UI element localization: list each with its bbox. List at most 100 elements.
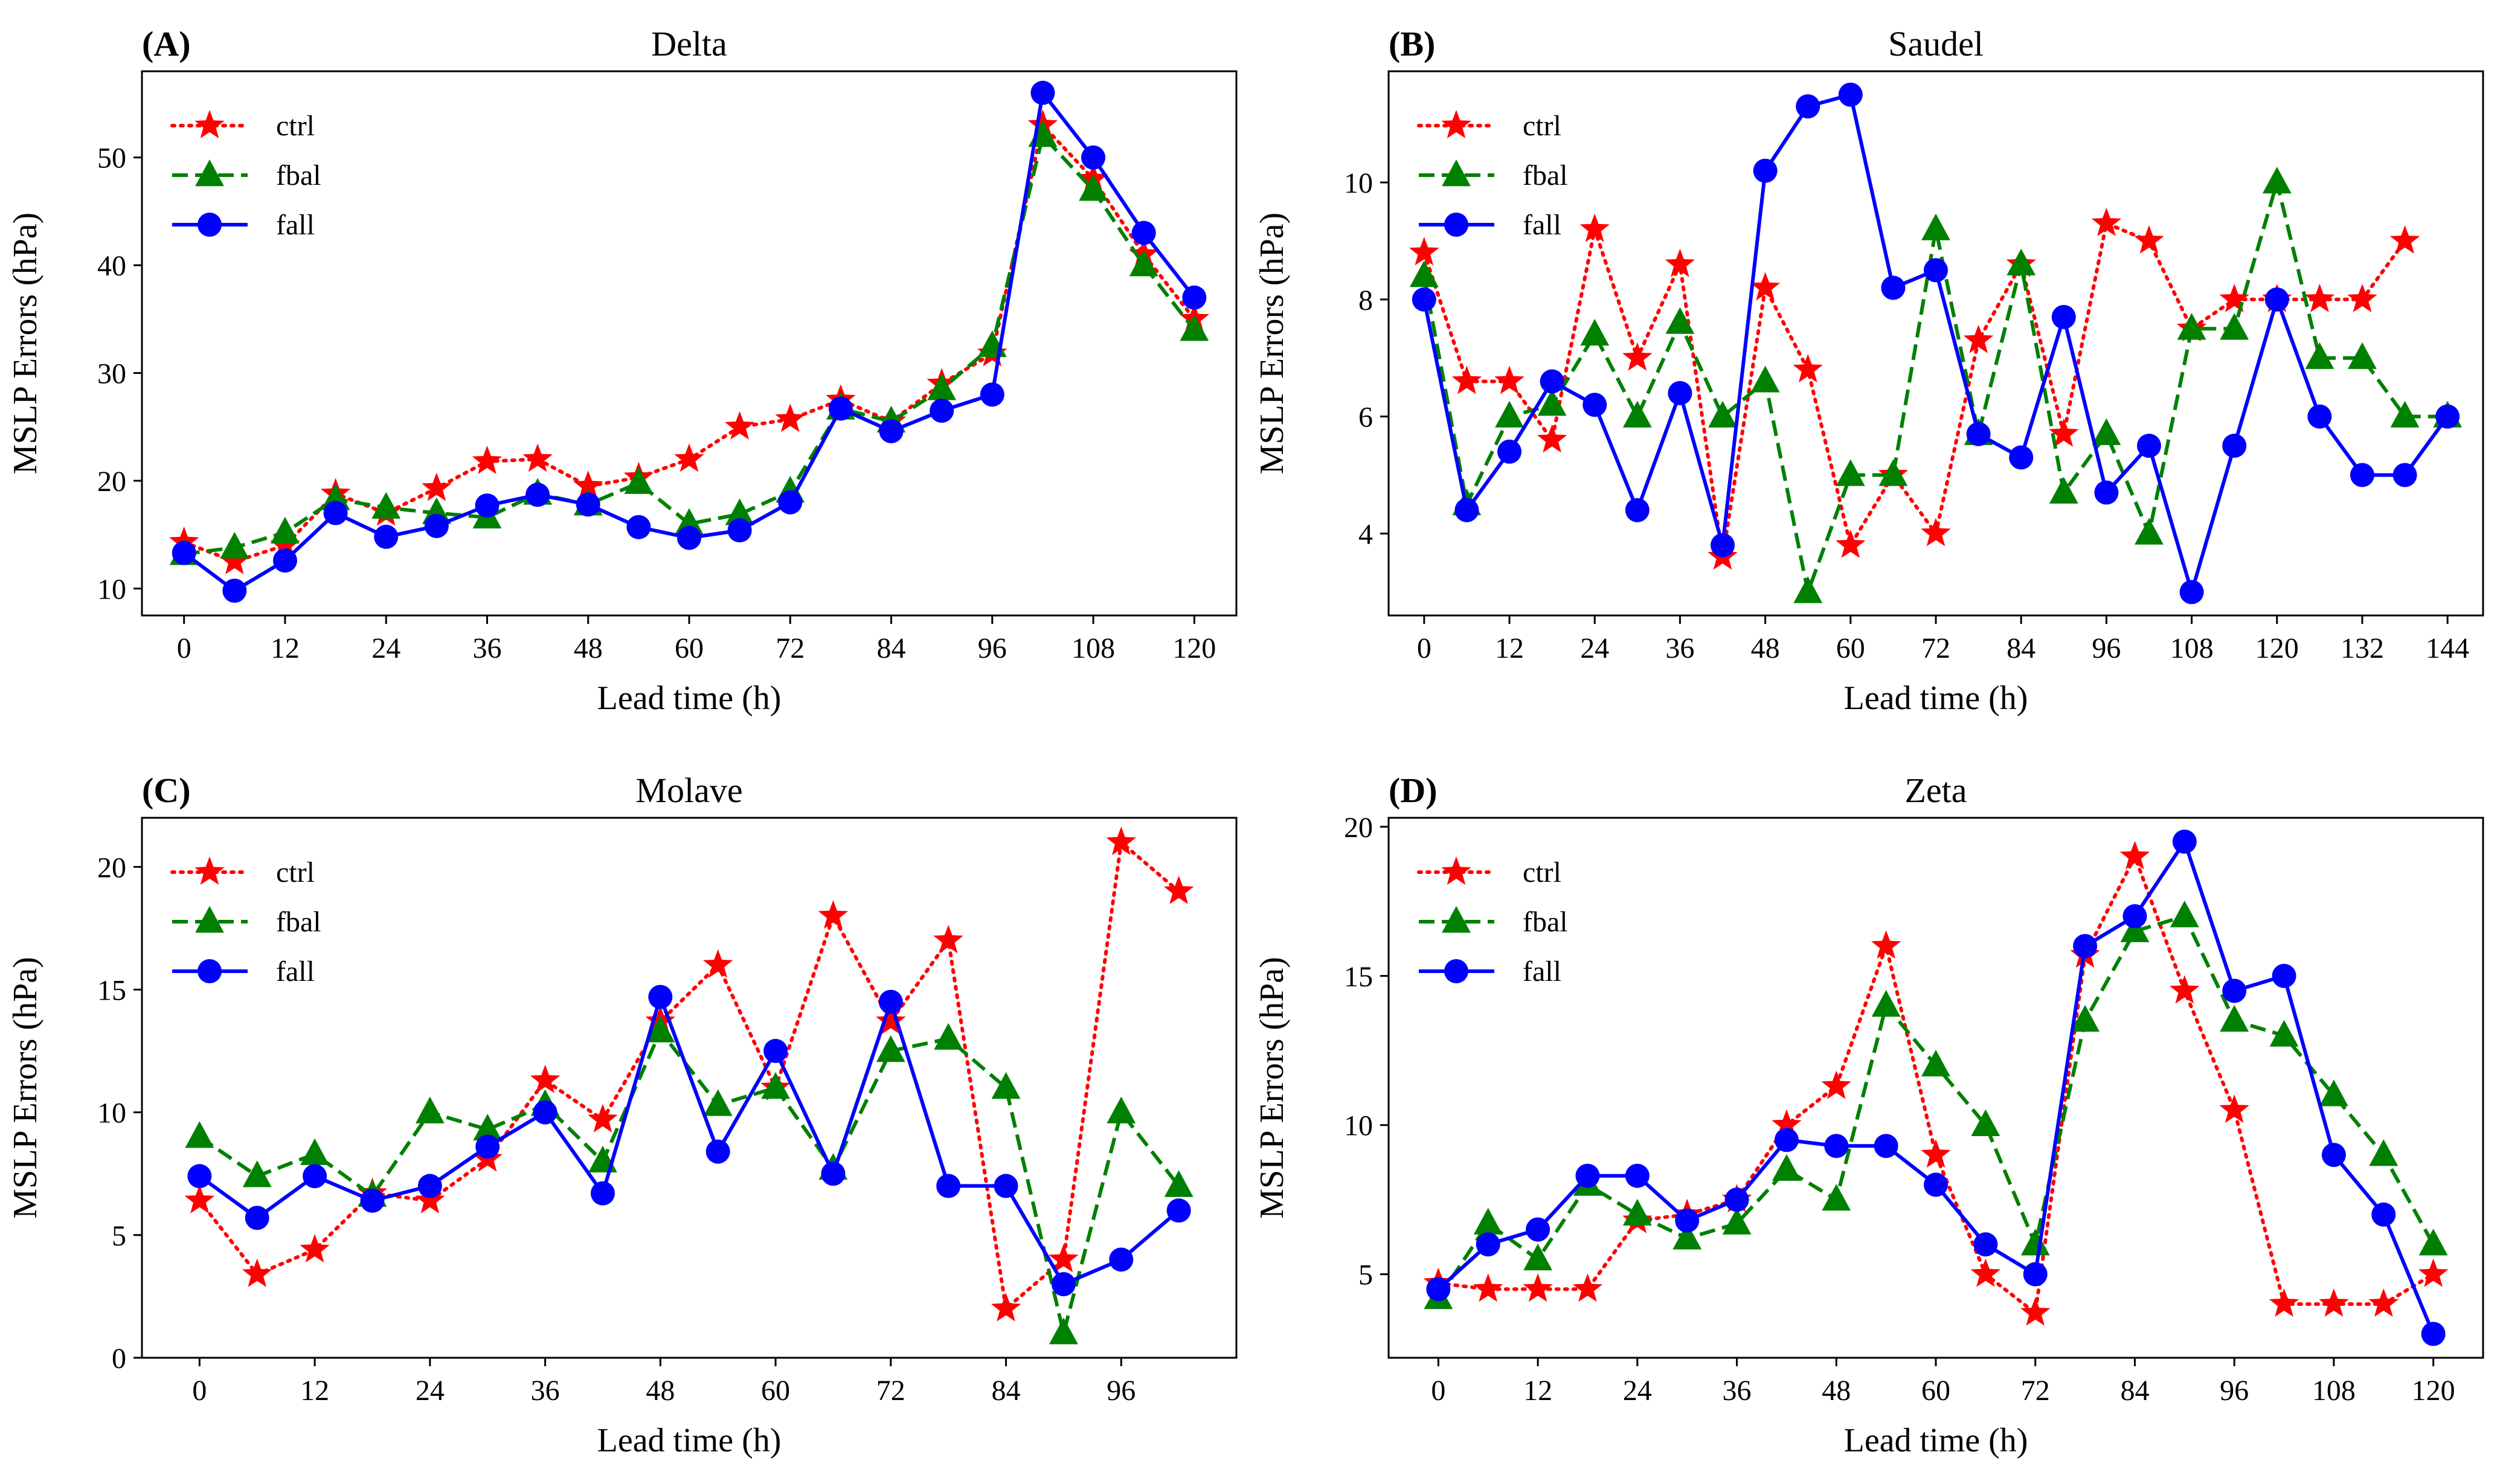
panel-d-legend-label-fbal: fbal	[1523, 906, 1568, 938]
panel-c-legend-marker-fall	[198, 959, 222, 983]
panel-c-y-tick-label: 10	[97, 1097, 126, 1129]
panel-c-ctrl-point	[415, 1184, 445, 1213]
panel-a-legend-marker-ctrl	[194, 110, 225, 138]
panel-d-ctrl-point	[2020, 1297, 2051, 1326]
panel-b-ctrl-point	[1921, 518, 1951, 547]
panel-d-fall-point	[2371, 1202, 2396, 1227]
panel-d-fall-point	[1426, 1277, 1451, 1302]
panel-d-fbal-point	[1523, 1244, 1553, 1271]
panel-b-fall-line	[1422, 92, 2449, 594]
panel-d-fbal-point	[2020, 1229, 2050, 1256]
panel-b-ctrl-point	[2304, 283, 2335, 312]
panel-c-ctrl-point	[933, 925, 963, 954]
panel-a-series-fbal	[169, 120, 1209, 565]
panel-b-x-tick-label: 144	[2426, 632, 2469, 664]
panel-d-ctrl-point	[2219, 1094, 2249, 1123]
panel-d-ctrl-point	[1523, 1273, 1553, 1302]
panel-d-ctrl-point	[1921, 1139, 1951, 1168]
panel-d-legend: ctrl fbal fall	[1417, 856, 1568, 988]
panel-d-title: Zeta	[1904, 771, 1967, 810]
panel-a-fbal-point	[624, 467, 654, 494]
panel-b-legend-marker-fbal	[1442, 159, 1471, 187]
panel-a-fall-point	[980, 382, 1004, 407]
panel-d-fbal-point	[2319, 1079, 2348, 1107]
panel-d-x-tick-label: 0	[1431, 1375, 1445, 1407]
panel-d-fbal-point	[2220, 1004, 2249, 1032]
panel-a-fall-point	[374, 524, 399, 549]
panel-b-ctrl-point	[1579, 213, 1610, 242]
panel-b-fall-point	[1668, 381, 1692, 405]
panel-d-legend-marker-fall	[1444, 959, 1468, 983]
panel-c-x-tick-label: 24	[416, 1375, 445, 1407]
panel-b-fbal-point	[1580, 318, 1610, 346]
panel-a-title: Delta	[651, 24, 727, 63]
panel-c-x-tick-label: 36	[531, 1375, 560, 1407]
panel-d-ctrl-point	[1772, 1109, 1802, 1138]
panel-b-legend-label-ctrl: ctrl	[1523, 110, 1561, 142]
panel-d-y-tick-label: 15	[1344, 961, 1373, 993]
panel-d-fall-point	[1575, 1163, 1600, 1188]
panel-d-x-tick-label: 108	[2312, 1375, 2356, 1407]
panel-b-ctrl-point	[1451, 365, 1482, 394]
panel-a-fall-point	[778, 490, 803, 515]
panel-d-ctrl-point	[1970, 1258, 2001, 1287]
panel-a-ctrl-point	[674, 443, 704, 472]
panel-a-fbal-point	[271, 516, 300, 544]
panel-d-fall-point	[1774, 1128, 1799, 1152]
panel-d-x-tick-label: 96	[2220, 1375, 2249, 1407]
panel-c-y-axis-label: MSLP Errors (hPa)	[7, 957, 44, 1218]
panel-a-fall-point	[930, 399, 954, 423]
panel-a: 0 12 24 36 48 60 72 84 96 108 120 10 20 30 40 50 Lead ti…	[7, 24, 1238, 717]
panel-c-fbal-point	[415, 1096, 445, 1123]
panel-d-x-tick-label: 60	[1921, 1375, 1950, 1407]
panel-c-fbal-point	[1049, 1317, 1078, 1344]
panel-a-fbal-line	[184, 134, 1196, 556]
panel-b-y-axis-label: MSLP Errors (hPa)	[1253, 213, 1291, 474]
panel-a-x-tick-label: 72	[776, 632, 805, 664]
panel-c-fall-point	[648, 985, 673, 1009]
panel-b-ctrl-point	[1750, 272, 1781, 301]
panel-c-fbal-point	[646, 1015, 675, 1042]
panel-d-x-tick-label: 48	[1822, 1375, 1851, 1407]
panel-b-fbal-point	[1409, 260, 1439, 287]
panel-b-fall-point	[1796, 94, 1820, 119]
panel-b-y-tick-label: 10	[1344, 167, 1373, 199]
panel-b-fall-point	[1753, 158, 1778, 183]
panel-c-fall-line	[198, 995, 1180, 1286]
panel-c-x-tick-label: 60	[761, 1375, 790, 1407]
panel-a-y-tick-label: 40	[97, 250, 126, 282]
panel-b-fall-point	[1966, 422, 1991, 446]
panel-a-fbal-point	[675, 508, 704, 535]
panel-a-legend-marker-fbal	[195, 159, 224, 187]
panel-c-ctrl-point	[242, 1258, 272, 1287]
panel-b-fall-point	[1582, 393, 1607, 417]
panel-b-fall-point	[1881, 275, 1906, 300]
panel-d-fbal-point	[1822, 1184, 1851, 1211]
panel-b-ctrl-point	[1836, 529, 1866, 558]
panel-a-legend: ctrl fbal fall	[170, 110, 321, 241]
panel-c-legend-label-ctrl: ctrl	[276, 856, 315, 888]
panel-b-fall-point	[1497, 439, 1522, 464]
panel-a-y-tick-label: 20	[97, 466, 126, 498]
panel-a-x-tick-label: 60	[675, 632, 704, 664]
panel-b-x-axis-label: Lead time (h)	[1844, 679, 2028, 717]
panel-b-legend-marker-fall	[1444, 213, 1468, 237]
panel-d-fbal-point	[2170, 900, 2199, 928]
panel-a-fall-point	[828, 396, 853, 421]
panel-b-x-tick-label: 60	[1836, 632, 1865, 664]
panel-b-fall-point	[2392, 463, 2417, 487]
panel-b-y-tick-label: 4	[1358, 518, 1373, 550]
panel-d-ctrl-point	[2119, 841, 2150, 870]
panel-c-fall-point	[303, 1164, 327, 1189]
panel-b-ctrl-point	[2134, 225, 2164, 254]
panel-c-fbal-point	[185, 1121, 214, 1148]
panel-a-fbal-point	[927, 373, 957, 400]
panel-b-ctrl-point	[2347, 283, 2377, 312]
panel-d-fall-point	[2023, 1262, 2048, 1286]
panel-a-legend-label-fbal: fbal	[276, 159, 321, 191]
panel-a-fall-point	[677, 525, 701, 550]
panel-d-x-tick-label: 12	[1523, 1375, 1552, 1407]
panel-c-fbal-point	[703, 1089, 733, 1116]
panel-b-fall-point	[2179, 580, 2204, 605]
panel-b-fall-point	[1838, 82, 1863, 107]
